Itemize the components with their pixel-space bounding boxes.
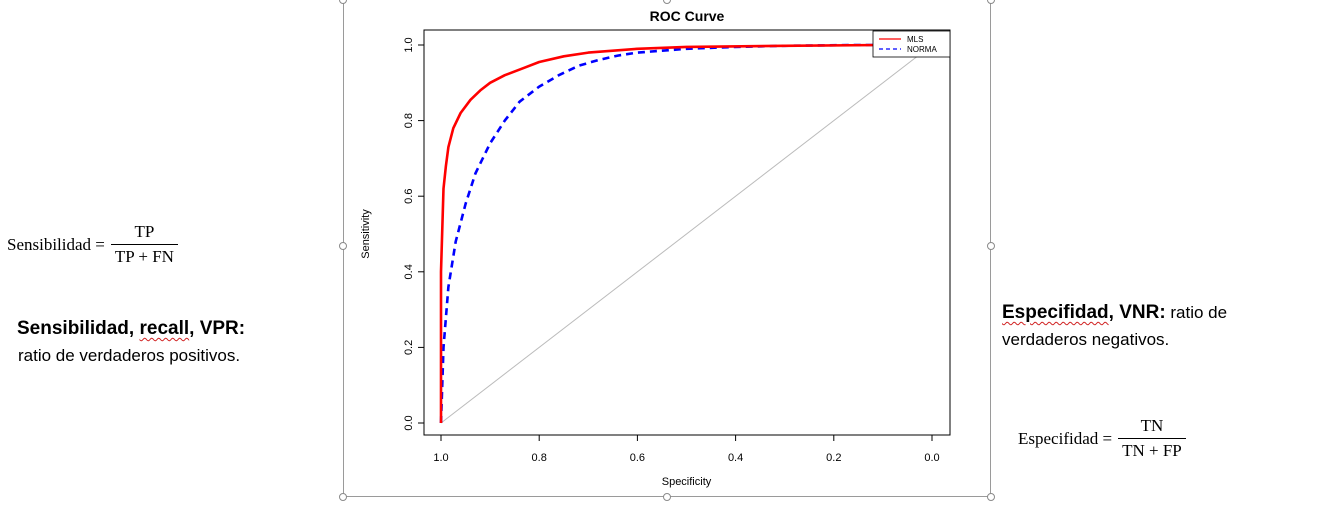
especifidad-word: Especifidad (1002, 302, 1109, 323)
sensitivity-heading-part1: Sensibilidad, (17, 318, 140, 339)
roc-chart: ROC Curve 1.0 0.8 0.6 0.4 0.2 0.0 Specificity 0.… (360, 8, 951, 488)
y-tick-label: 0.8 (403, 113, 415, 128)
sensitivity-heading-part3: , VPR: (189, 318, 246, 339)
specificity-heading-trailing: ratio de (1165, 303, 1228, 322)
y-tick-label: 1.0 (403, 37, 415, 52)
sensitivity-description: ratio de verdaderos positivos. (18, 346, 241, 365)
y-tick-label: 0.0 (403, 415, 415, 430)
specificity-numerator: TN (1140, 416, 1164, 435)
recall-word: recall (139, 318, 190, 339)
sensitivity-denominator: TP + FN (110, 244, 178, 267)
x-tick-label: 0.6 (630, 452, 645, 464)
chart-title: ROC Curve (650, 8, 725, 24)
x-tick-label: 0.2 (826, 452, 841, 464)
resize-handle-middle-left[interactable] (339, 242, 347, 250)
specificity-heading: Especifidad, VNR: ratio de (1002, 302, 1227, 324)
specificity-description: verdaderos negativos. (1002, 330, 1170, 349)
sensitivity-numerator: TP (134, 222, 155, 241)
x-tick-label: 0.0 (924, 452, 939, 464)
reference-diagonal-line (440, 44, 933, 424)
x-tick-label: 0.8 (532, 452, 547, 464)
specificity-formula-lhs: Especifidad = (1018, 428, 1113, 448)
specificity-denominator: TN + FP (1118, 438, 1186, 461)
legend-label-norma: NORMA (907, 45, 937, 54)
sensitivity-formula: Sensibilidad = TP TP + FN (7, 222, 178, 267)
legend-box (872, 30, 951, 58)
resize-handle-bottom-left[interactable] (339, 493, 347, 501)
y-tick-label: 0.2 (403, 340, 415, 355)
series-line-mls (439, 43, 932, 423)
x-tick-label: 0.4 (728, 452, 743, 464)
y-axis-label: Sensitivity (360, 209, 372, 259)
resize-handle-bottom-right[interactable] (987, 493, 995, 501)
resize-handle-bottom-middle[interactable] (663, 493, 671, 501)
specificity-formula: Especifidad = TN TN + FP (1018, 416, 1186, 461)
y-tick-label: 0.4 (403, 264, 415, 279)
x-tick-label: 1.0 (433, 452, 448, 464)
x-axis-label: Specificity (662, 476, 712, 488)
sensitivity-fraction: TP TP + FN (110, 222, 178, 267)
resize-handle-middle-right[interactable] (987, 242, 995, 250)
sensitivity-heading: Sensibilidad, recall, VPR: (17, 318, 245, 340)
sensitivity-formula-lhs: Sensibilidad = (7, 234, 105, 254)
y-tick-label: 0.6 (403, 189, 415, 204)
plot-area (423, 29, 951, 436)
legend-label-mls: MLS (907, 35, 923, 44)
specificity-fraction: TN TN + FP (1118, 416, 1186, 461)
specificity-heading-part2: , VNR: (1108, 302, 1166, 323)
